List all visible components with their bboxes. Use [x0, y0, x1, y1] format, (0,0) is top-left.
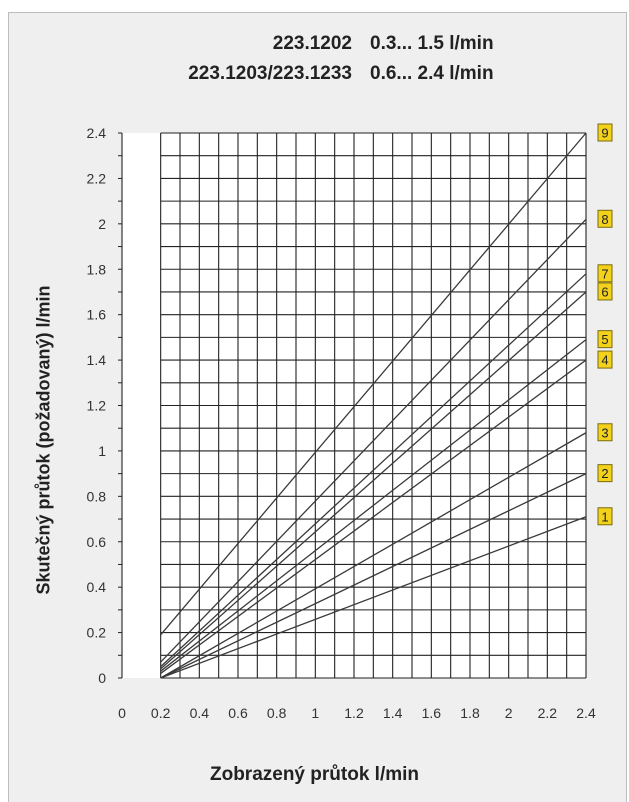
series-label-2: 2: [601, 466, 608, 481]
series-line-3: [160, 432, 587, 679]
y-tick-label: 1.4: [87, 352, 107, 368]
series-line-9: [160, 132, 587, 636]
x-tick-label: 1.8: [460, 705, 480, 721]
series-label-9: 9: [601, 126, 608, 141]
x-tick-label: 1.4: [383, 705, 403, 721]
series-line-5: [160, 339, 587, 672]
y-tick-label: 0.4: [87, 579, 107, 595]
series-label-7: 7: [601, 266, 608, 281]
series-label-4: 4: [601, 353, 608, 368]
y-tick-label: 2.2: [87, 170, 107, 186]
y-tick-label: 2.4: [87, 125, 107, 141]
header-range-1: 0.3... 1.5 l/min: [370, 33, 494, 54]
header-model-2: 223.1203/223.1233: [188, 63, 352, 84]
y-tick-label: 1: [98, 443, 106, 459]
header-model-1: 223.1202: [272, 33, 352, 54]
series-label-1: 1: [601, 509, 608, 524]
series-line-4: [160, 359, 587, 674]
header-range-2: 0.6... 2.4 l/min: [370, 63, 494, 84]
series-label-5: 5: [601, 332, 608, 347]
series-label-box-7: [597, 264, 613, 283]
x-tick-label: 1.2: [344, 705, 364, 721]
y-tick-label: 2: [98, 216, 106, 232]
x-tick-label: 0.6: [228, 705, 248, 721]
series-line-8: [160, 218, 587, 663]
series-label-box-4: [597, 350, 613, 369]
x-tick-label: 0: [118, 705, 126, 721]
x-tick-label: 2.4: [576, 705, 596, 721]
y-tick-label: 0.6: [87, 534, 107, 550]
x-tick-label: 1.6: [422, 705, 442, 721]
y-tick-label: 1.6: [87, 307, 107, 323]
series-line-6: [160, 291, 587, 670]
series-label-box-6: [597, 282, 613, 301]
x-tick-label: 0.4: [190, 705, 210, 721]
x-tick-label: 0.2: [151, 705, 171, 721]
series-label-8: 8: [601, 212, 608, 227]
y-tick-label: 1.2: [87, 398, 107, 414]
y-tick-label: 0.2: [87, 625, 107, 641]
series-label-box-3: [597, 423, 613, 442]
y-tick-label: 0: [98, 670, 106, 686]
x-tick-label: 1: [311, 705, 319, 721]
series-label-box-9: [597, 123, 613, 142]
x-tick-label: 2.2: [538, 705, 558, 721]
x-tick-label: 2: [505, 705, 513, 721]
series-line-7: [160, 273, 587, 668]
series-label-box-5: [597, 330, 613, 349]
series-label-6: 6: [601, 284, 608, 299]
x-axis-title: Zobrazený průtok l/min: [209, 764, 420, 785]
y-axis-title: Skutečný průtok (požadovaný) l/min: [33, 285, 54, 595]
series-line-1: [160, 516, 587, 679]
series-label-3: 3: [601, 425, 608, 440]
series-label-box-2: [597, 464, 613, 483]
y-tick-label: 1.8: [87, 261, 107, 277]
y-tick-label: 0.8: [87, 488, 107, 504]
x-tick-label: 0.8: [267, 705, 287, 721]
series-line-2: [160, 473, 587, 679]
series-label-box-1: [597, 507, 613, 526]
series-label-box-8: [597, 209, 613, 228]
